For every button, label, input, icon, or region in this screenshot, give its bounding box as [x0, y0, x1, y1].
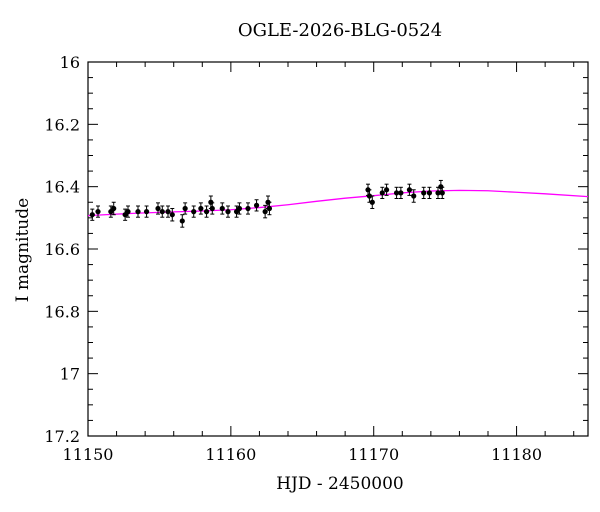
- point-marker: [203, 209, 210, 215]
- y-tick-label: 16.2: [44, 115, 80, 134]
- data-point: [219, 202, 225, 215]
- chart-title: OGLE-2026-BLG-0524: [237, 20, 443, 41]
- point-marker: [191, 209, 197, 215]
- point-marker: [236, 205, 243, 212]
- data-point: [398, 186, 404, 200]
- x-tick-label: 11150: [63, 445, 114, 464]
- data-point: [125, 205, 131, 218]
- plot-frame: [87, 61, 589, 437]
- data-point: [253, 199, 260, 212]
- x-tick-label: 11160: [205, 445, 256, 464]
- data-point: [426, 186, 433, 200]
- data-point: [203, 205, 210, 218]
- data-point: [411, 189, 417, 203]
- point-marker: [398, 190, 404, 196]
- data-point: [421, 186, 427, 200]
- point-marker: [219, 205, 225, 212]
- data-point: [393, 186, 400, 200]
- data-point: [143, 205, 150, 218]
- data-point: [179, 214, 185, 228]
- data-point: [262, 204, 268, 219]
- data-point: [236, 202, 243, 215]
- point-marker: [439, 190, 445, 196]
- plot-border: [87, 61, 589, 437]
- data-point: [439, 186, 445, 200]
- point-marker: [125, 209, 131, 215]
- point-marker: [143, 209, 150, 215]
- axis-tick-labels: 11150 11160 11170 11180 16 16.2 16.4 16.6 16.8 17…: [44, 53, 542, 464]
- y-tick-label: 16.6: [44, 240, 80, 259]
- point-marker: [366, 193, 373, 199]
- data-points-layer: [89, 179, 445, 228]
- point-marker: [369, 199, 375, 205]
- data-point: [89, 208, 95, 221]
- y-tick-label: 17: [60, 365, 80, 384]
- point-marker: [179, 218, 185, 224]
- point-marker: [383, 187, 390, 193]
- y-tick-label: 16.4: [44, 178, 80, 197]
- data-point: [406, 183, 413, 196]
- point-marker: [253, 202, 260, 208]
- data-point: [95, 205, 101, 218]
- point-marker: [89, 212, 95, 218]
- point-marker: [379, 190, 385, 196]
- data-point: [245, 202, 251, 215]
- y-axis-label: I magnitude: [13, 197, 33, 303]
- x-axis-label: HJD - 2450000: [276, 474, 404, 494]
- data-point: [165, 205, 171, 218]
- point-marker: [198, 205, 204, 212]
- data-point: [225, 205, 231, 218]
- data-point: [135, 205, 141, 218]
- x-tick-label: 11170: [348, 445, 399, 464]
- data-point: [435, 186, 441, 200]
- data-point: [209, 202, 215, 215]
- point-marker: [262, 209, 268, 215]
- data-point: [266, 201, 273, 216]
- data-point: [198, 202, 204, 215]
- data-point: [159, 205, 165, 218]
- point-marker: [169, 212, 175, 218]
- data-point: [379, 186, 385, 200]
- point-marker: [435, 190, 441, 196]
- point-marker: [182, 205, 188, 212]
- x-tick-label: 11180: [491, 445, 542, 464]
- point-marker: [159, 209, 165, 215]
- point-marker: [95, 209, 101, 215]
- data-point: [111, 201, 117, 216]
- point-marker: [245, 205, 251, 212]
- point-marker: [135, 209, 141, 215]
- point-marker: [426, 190, 433, 196]
- y-tick-label: 17.2: [44, 427, 80, 446]
- point-marker: [209, 205, 215, 212]
- point-marker: [225, 209, 231, 215]
- data-point: [369, 195, 375, 209]
- data-point: [191, 205, 197, 218]
- data-point: [155, 202, 161, 215]
- point-marker: [155, 205, 161, 212]
- point-marker: [165, 209, 171, 215]
- data-point: [182, 202, 188, 215]
- point-marker: [393, 190, 400, 196]
- y-tick-label: 16.8: [44, 302, 80, 321]
- point-marker: [421, 190, 427, 196]
- point-marker: [266, 205, 273, 212]
- point-marker: [411, 193, 417, 199]
- point-marker: [111, 205, 117, 212]
- axis-ticks: [87, 61, 588, 437]
- point-marker: [406, 187, 413, 193]
- y-tick-label: 16: [60, 53, 80, 72]
- data-point: [383, 183, 390, 196]
- data-point: [169, 207, 175, 222]
